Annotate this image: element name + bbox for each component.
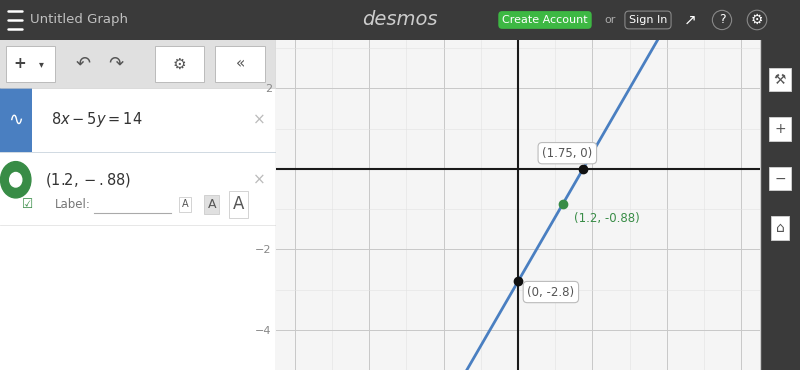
Bar <box>154 46 204 82</box>
Text: Label:: Label: <box>55 198 91 211</box>
Text: ×: × <box>253 172 266 187</box>
Bar <box>0 40 276 88</box>
Text: Untitled Graph: Untitled Graph <box>30 13 128 27</box>
Text: ⚙: ⚙ <box>173 56 186 71</box>
Text: ×: × <box>253 112 266 128</box>
Text: A: A <box>233 195 244 213</box>
Text: $8x - 5y = 14$: $8x - 5y = 14$ <box>51 111 142 130</box>
Text: Create Account: Create Account <box>502 15 588 25</box>
Circle shape <box>1 162 31 198</box>
Text: ∿: ∿ <box>8 111 23 129</box>
Text: ?: ? <box>718 13 726 27</box>
Text: ↶: ↶ <box>75 55 90 73</box>
Text: ↷: ↷ <box>108 55 123 73</box>
Text: or: or <box>604 15 616 25</box>
Text: (0, -2.8): (0, -2.8) <box>527 286 574 299</box>
Bar <box>6 46 55 82</box>
Bar <box>0 88 276 152</box>
Text: +: + <box>13 56 26 71</box>
Text: (1.75, 0): (1.75, 0) <box>542 147 593 160</box>
Text: (1.2, -0.88): (1.2, -0.88) <box>574 212 639 225</box>
Text: A: A <box>207 198 216 211</box>
Circle shape <box>10 172 22 187</box>
Text: ⚒: ⚒ <box>774 73 786 87</box>
Text: $(1.2, -.88)$: $(1.2, -.88)$ <box>46 171 131 189</box>
Text: +: + <box>774 122 786 136</box>
Text: «: « <box>235 56 245 71</box>
Text: A: A <box>182 199 188 209</box>
Text: ⌂: ⌂ <box>776 221 784 235</box>
Text: −: − <box>774 172 786 186</box>
Text: desmos: desmos <box>362 10 438 30</box>
Text: ▾: ▾ <box>39 59 44 69</box>
Text: ☑: ☑ <box>22 198 34 211</box>
Bar <box>0 152 276 225</box>
Bar <box>215 46 265 82</box>
Bar <box>0 225 276 370</box>
Text: ⚙: ⚙ <box>750 13 763 27</box>
Text: Sign In: Sign In <box>629 15 667 25</box>
Bar <box>0 88 32 152</box>
Text: ↗: ↗ <box>684 13 696 27</box>
